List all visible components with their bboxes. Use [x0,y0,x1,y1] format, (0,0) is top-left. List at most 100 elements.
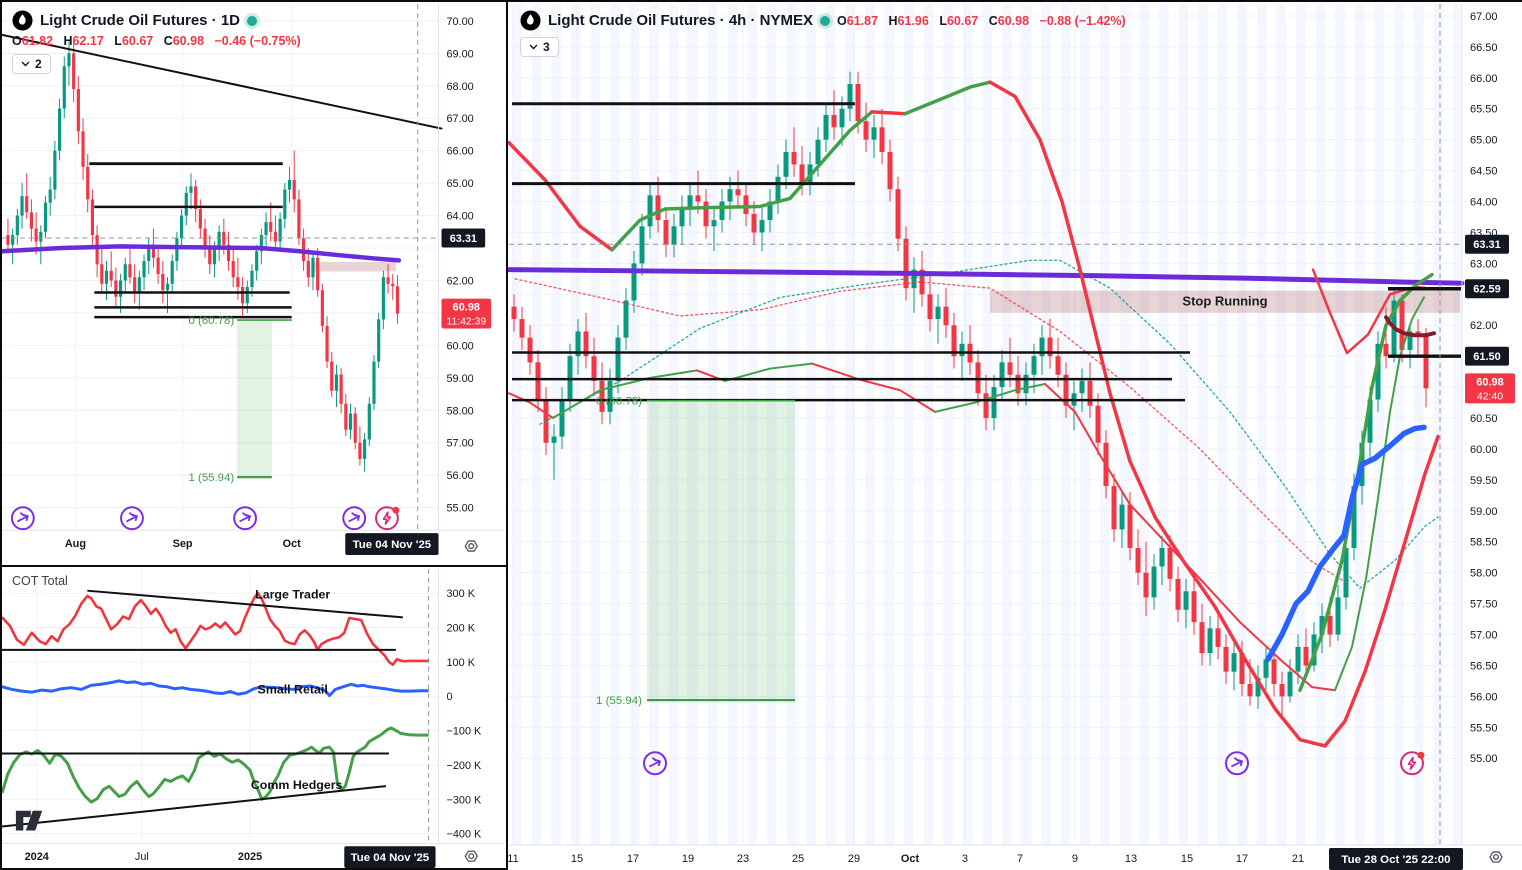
svg-text:23: 23 [737,853,749,865]
svg-text:Tue 04 Nov '25: Tue 04 Nov '25 [351,852,429,864]
close-label: C [988,13,998,28]
open-value: 61.82 [21,34,54,48]
svg-text:57.00: 57.00 [446,438,473,450]
flash-pattern-icon[interactable] [1400,751,1425,776]
replay-forward-icon[interactable] [1225,751,1249,776]
svg-text:17: 17 [1236,853,1248,865]
svg-text:56.00: 56.00 [446,470,473,482]
svg-text:11: 11 [508,853,519,865]
price-axis[interactable]: 70.00 69.00 68.00 67.00 66.00 65.00 64.00 62.00… [441,16,492,515]
cot-value-axis[interactable]: 300 K 200 K 100 K 0 −100 K −200 K −300 K −400 K [446,588,482,840]
svg-text:57.00: 57.00 [1470,630,1497,642]
svg-text:Sep: Sep [173,538,193,550]
high-value: 61.96 [897,13,929,28]
symbol-title[interactable]: Light Crude Oil Futures · 4h · NYMEX [548,12,814,29]
svg-text:9: 9 [1072,853,1078,865]
time-axis[interactable]: Aug Sep Oct Tue 04 Nov '25 [65,533,439,556]
svg-text:63.50: 63.50 [1470,227,1497,239]
time-axis[interactable]: 11 15 17 19 23 25 29 Oct 3 7 9 13 15 17 21 Tue 28 Oct '… [508,848,1463,870]
flash-pattern-icon[interactable] [375,506,400,531]
crude-oil-logo-icon [12,10,33,31]
svg-text:69.00: 69.00 [446,48,473,60]
close-value: 60.98 [172,34,205,48]
high-label: H [63,34,73,48]
replay-forward-icon[interactable] [120,506,144,531]
replay-forward-icon[interactable] [643,751,667,776]
low-label: L [939,13,947,28]
price-axis[interactable]: 67.00 66.50 66.00 65.50 65.00 64.50 64.00 63.50… [1465,11,1515,765]
svg-text:59.00: 59.00 [1470,506,1497,518]
daily-chart-legend: Light Crude Oil Futures · 1D O61.82 H62.… [12,10,301,74]
svg-text:67.00: 67.00 [446,113,473,125]
objects-count: 3 [543,40,550,54]
svg-text:60.00: 60.00 [446,340,473,352]
svg-text:55.00: 55.00 [446,503,473,515]
change-value: −0.88 (−1.42%) [1039,13,1126,28]
svg-text:68.00: 68.00 [446,81,473,93]
replay-forward-icon[interactable] [233,506,257,531]
h4-chart-pane: 0 (60.78) 1 (55.94) Stop Running 67.00 66.50… [508,0,1522,870]
daily-chart-canvas[interactable]: 0 (60.78) 1 (55.94) 70.00 69.00 68.00 67.00 66… [2,2,506,565]
svg-text:60.98: 60.98 [1476,376,1503,388]
svg-text:60.98: 60.98 [453,302,480,314]
objects-count-chip[interactable]: 3 [520,37,559,57]
svg-text:21: 21 [1292,853,1304,865]
replay-forward-icon[interactable] [342,506,367,531]
cot-series-large-trader [2,591,429,666]
market-status-dot [247,15,258,26]
cot-chart-canvas[interactable]: Large Trader Small Retail Comm Hedgers 300 … [2,567,506,868]
open-label: O [12,34,22,48]
cot-pane-title[interactable]: COT Total [12,574,68,588]
svg-text:15: 15 [1181,853,1193,865]
objects-count-chip[interactable]: 2 [12,54,51,74]
svg-text:Stop Running: Stop Running [1182,294,1267,309]
svg-text:0 (60.78): 0 (60.78) [189,315,235,327]
crude-oil-logo-icon [520,10,541,31]
svg-text:59.00: 59.00 [446,373,473,385]
price-scale-settings-icon[interactable] [464,540,478,552]
svg-text:42:40: 42:40 [1477,391,1503,402]
svg-text:62.00: 62.00 [446,275,473,287]
svg-text:100 K: 100 K [446,657,475,669]
svg-text:1 (55.94): 1 (55.94) [189,472,235,484]
svg-text:60.50: 60.50 [1470,413,1497,425]
svg-text:15: 15 [571,853,583,865]
close-label: C [163,34,173,48]
gridlines [2,568,439,844]
svg-text:65.50: 65.50 [1470,104,1497,116]
cot-time-axis[interactable]: 2024 Jul 2025 Tue 04 Nov '25 [25,846,436,868]
svg-text:25: 25 [792,853,804,865]
svg-text:64.50: 64.50 [1470,166,1497,178]
svg-text:57.50: 57.50 [1470,599,1497,611]
svg-text:Large Trader: Large Trader [255,588,330,602]
daily-chart-pane: 0 (60.78) 1 (55.94) 70.00 69.00 68.00 67.00 66… [0,0,508,565]
svg-text:56.50: 56.50 [1470,660,1497,672]
svg-text:7: 7 [1017,853,1023,865]
replay-forward-icon[interactable] [10,506,35,531]
low-value: 60.67 [946,13,979,28]
chevron-down-icon [529,44,538,50]
svg-text:56.00: 56.00 [1470,691,1497,703]
symbol-title[interactable]: Light Crude Oil Futures · 1D [40,12,241,29]
svg-text:66.00: 66.00 [446,146,473,158]
svg-text:58.00: 58.00 [1470,568,1497,580]
price-scale-settings-icon[interactable] [464,850,478,862]
svg-text:67.00: 67.00 [1470,11,1497,23]
svg-text:66.50: 66.50 [1470,42,1497,54]
svg-text:Jul: Jul [135,851,149,863]
open-value: 61.87 [846,13,879,28]
svg-text:70.00: 70.00 [446,16,473,28]
svg-text:0: 0 [446,691,452,703]
objects-count: 2 [35,57,42,71]
low-label: L [114,34,122,48]
high-label: H [888,13,898,28]
price-scale-settings-icon[interactable] [1489,851,1503,863]
svg-text:Tue 04 Nov '25: Tue 04 Nov '25 [353,539,432,551]
svg-text:65.00: 65.00 [446,178,473,190]
h4-chart-canvas[interactable]: 0 (60.78) 1 (55.94) Stop Running 67.00 66.50… [508,2,1522,870]
svg-text:Tue 28 Oct '25 22:00: Tue 28 Oct '25 22:00 [1341,854,1450,866]
h4-chart-legend: Light Crude Oil Futures · 4h · NYMEX O61… [520,10,1126,57]
ohlc-row: O61.87 H61.96 L60.67 C60.98 −0.88 (−1.42… [837,14,1126,28]
cot-indicator-pane: Large Trader Small Retail Comm Hedgers 300 … [0,565,508,870]
svg-text:62.59: 62.59 [1473,284,1500,296]
